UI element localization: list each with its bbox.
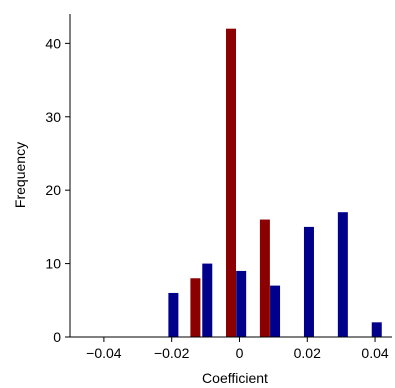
y-tick-label: 0 bbox=[53, 329, 61, 345]
y-tick-label: 40 bbox=[45, 35, 61, 51]
x-tick-label: −0.04 bbox=[86, 345, 122, 361]
y-tick-label: 30 bbox=[45, 109, 61, 125]
x-tick-label: 0.02 bbox=[294, 345, 321, 361]
bar-series-0-1 bbox=[226, 28, 236, 338]
bar-series-1-1 bbox=[202, 263, 213, 337]
bar-series-1-0 bbox=[168, 292, 179, 337]
x-ticks: −0.04 −0.02 0 0.02 0.04 bbox=[86, 337, 389, 361]
x-tick-label: −0.02 bbox=[154, 345, 190, 361]
x-tick-label: 0 bbox=[236, 345, 244, 361]
y-ticks: 0 10 20 30 40 bbox=[45, 35, 70, 345]
x-axis-label: Coefficient bbox=[202, 370, 268, 386]
y-axis-label: Frequency bbox=[12, 142, 28, 208]
bar-series-1-4 bbox=[303, 226, 314, 337]
y-tick-label: 10 bbox=[45, 256, 61, 272]
bar-series-0-0 bbox=[190, 278, 201, 337]
bar-series-1-2 bbox=[236, 270, 247, 337]
bars-layer bbox=[168, 28, 382, 338]
bar-series-1-6 bbox=[371, 322, 382, 337]
y-tick-label: 20 bbox=[45, 182, 61, 198]
x-tick-label: 0.04 bbox=[361, 345, 388, 361]
bar-series-1-5 bbox=[337, 212, 348, 337]
bar-series-0-2 bbox=[259, 219, 270, 337]
bar-series-1-3 bbox=[270, 285, 281, 337]
